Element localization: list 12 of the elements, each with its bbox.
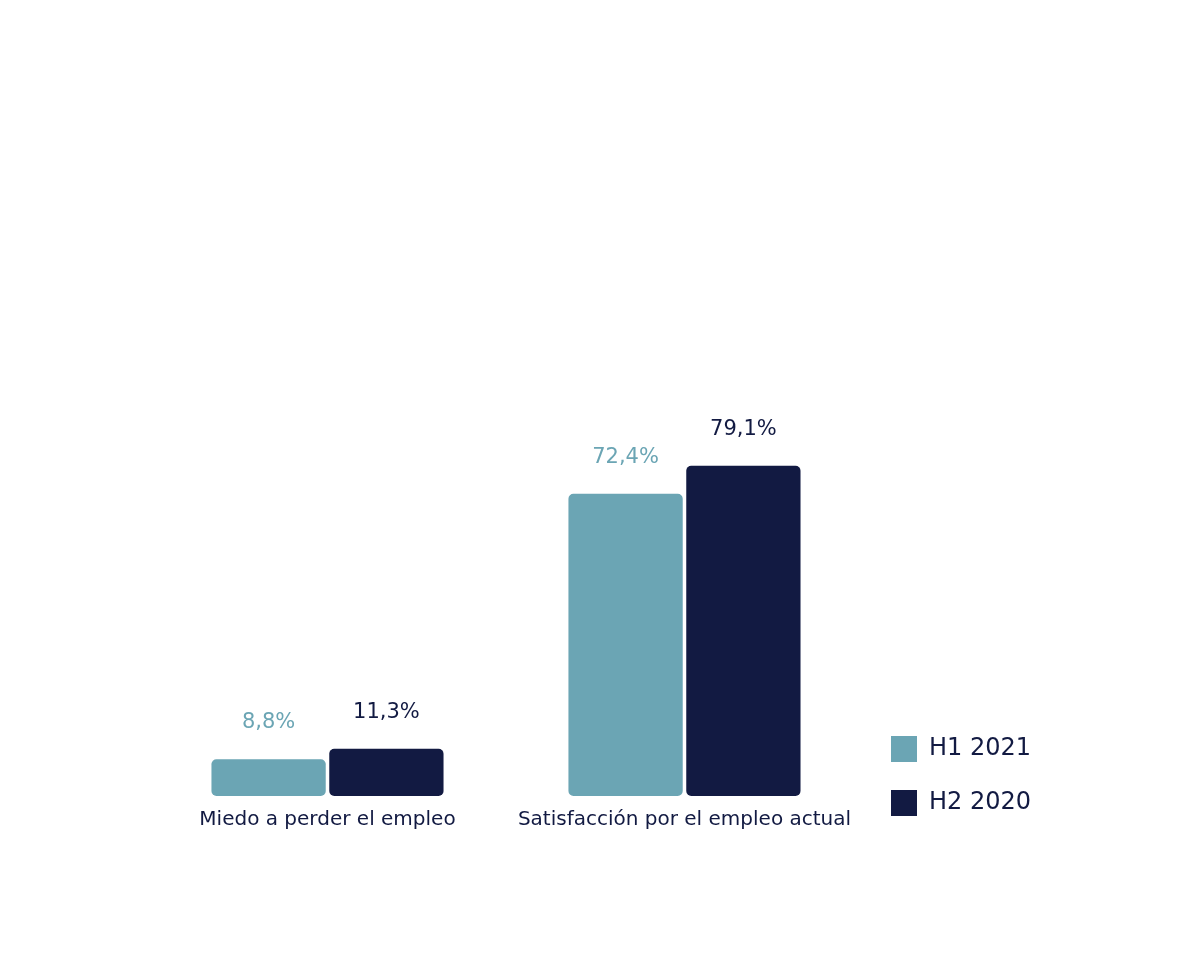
bar xyxy=(686,465,801,796)
data-label: 8,8% xyxy=(241,709,296,734)
data-label: 79,1% xyxy=(710,415,777,440)
legend-label: H1 2021 xyxy=(928,733,1032,762)
x-tick-label: Satisfacción por el empleo actual xyxy=(517,806,852,831)
x-tick-label: Miedo a perder el empleo xyxy=(199,806,456,831)
bar xyxy=(211,759,326,796)
legend-label: H2 2020 xyxy=(928,787,1032,816)
data-label: 11,3% xyxy=(353,698,420,723)
data-label: 72,4% xyxy=(592,443,659,468)
bar xyxy=(329,748,444,796)
bar xyxy=(568,493,683,796)
